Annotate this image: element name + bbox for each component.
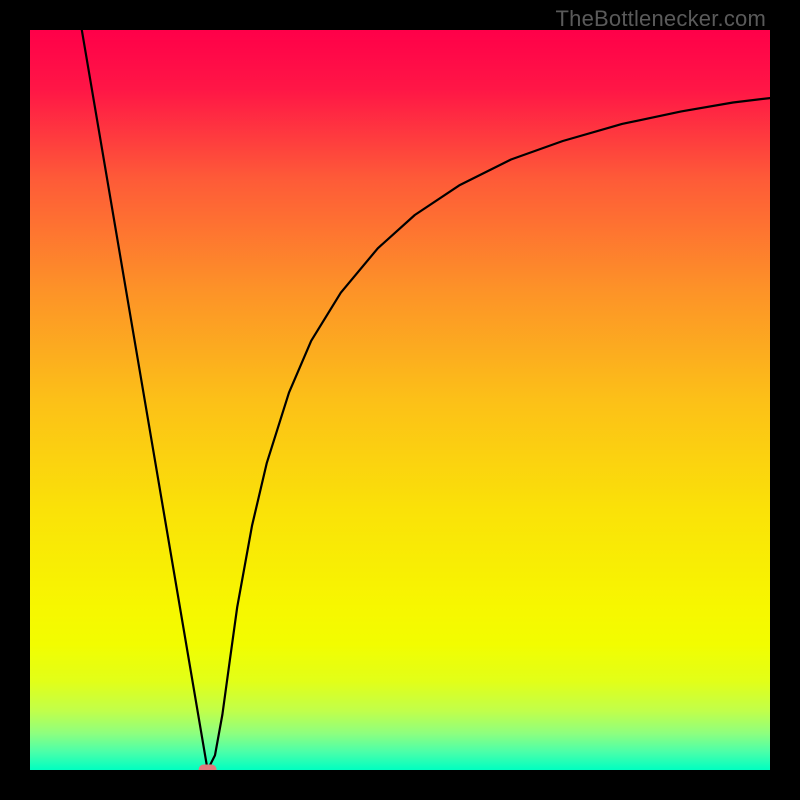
optimal-marker [199,765,217,771]
chart-svg [30,30,770,770]
watermark-label: TheBottlenecker.com [556,6,766,32]
chart-background [30,30,770,770]
bottleneck-chart [30,30,770,770]
